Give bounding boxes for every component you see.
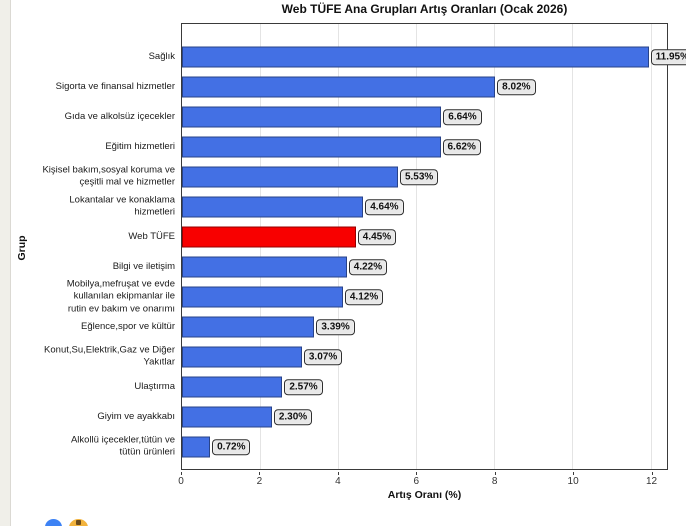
yellow-circle-icon — [69, 519, 88, 526]
left-panel-edge — [0, 0, 11, 526]
bar — [182, 256, 347, 278]
x-tick-label: 8 — [491, 476, 498, 487]
value-label: 6.62% — [442, 139, 481, 155]
category-label: Konut,Su,Elektrik,Gaz ve Diğer Yakıtlar — [44, 344, 175, 368]
category-label: Eğlence,spor ve kültür — [81, 320, 175, 332]
bar — [182, 76, 496, 98]
x-axis: 0 2 4 6 8 10 12 — [178, 470, 668, 490]
value-label: 4.12% — [344, 289, 384, 305]
plot-area: Sağlık 11.95% Sigorta ve finansal hizmetle… — [42, 23, 686, 470]
category-label: Kişisel bakım,sosyal koruma ve çeşitli m… — [42, 164, 175, 188]
x-tick-mark — [494, 471, 496, 475]
x-tick-mark — [573, 471, 575, 475]
value-label: 3.39% — [316, 319, 355, 335]
bar — [182, 406, 272, 428]
blue-circle-icon — [45, 519, 62, 526]
bar — [182, 226, 356, 248]
chart-title: Web TÜFE Ana Grupları Artış Oranları (Oc… — [281, 2, 568, 16]
x-tick-mark — [337, 471, 339, 475]
value-label: 0.72% — [212, 439, 251, 455]
bar — [182, 316, 315, 338]
yellow-icon-notch — [76, 520, 81, 525]
category-label: Mobilya,mefruşat ve evde kullanılan ekip… — [66, 278, 175, 315]
x-tick-label: 12 — [645, 476, 658, 487]
bar — [182, 196, 364, 218]
x-tick-label: 10 — [567, 476, 579, 487]
category-label: Alkollü içecekler,tütün ve tütün ürünler… — [70, 434, 175, 458]
value-label: 8.02% — [497, 79, 536, 95]
x-tick-mark — [259, 471, 261, 475]
category-label: Eğitim hizmetleri — [105, 140, 175, 152]
x-tick-label: 0 — [178, 476, 184, 487]
category-label: Ulaştırma — [134, 380, 175, 392]
x-tick-mark — [181, 471, 182, 475]
value-label: 5.53% — [399, 169, 439, 185]
value-label: 11.95% — [650, 49, 686, 65]
bar — [182, 376, 283, 398]
bar — [182, 106, 442, 128]
gridline — [416, 24, 418, 469]
category-label: Sağlık — [148, 50, 175, 62]
x-tick-mark — [651, 471, 653, 475]
value-label: 2.30% — [273, 409, 313, 425]
bar — [182, 46, 649, 68]
value-label: 4.45% — [357, 229, 397, 245]
bar — [182, 436, 211, 458]
value-label: 3.07% — [303, 349, 343, 365]
bar — [182, 166, 398, 188]
x-tick-label: 2 — [256, 476, 263, 487]
bar — [182, 286, 343, 308]
x-tick-label: 4 — [335, 476, 341, 487]
category-label: Web TÜFE — [128, 230, 175, 242]
category-label: Giyim ve ayakkabı — [97, 410, 175, 422]
value-label: 2.57% — [284, 379, 323, 395]
category-label: Bilgi ve iletişim — [112, 260, 175, 272]
bar — [182, 346, 302, 368]
category-label: Gıda ve alkolsüz içecekler — [64, 110, 175, 122]
gridline — [572, 24, 574, 469]
category-label: Sigorta ve finansal hizmetler — [55, 80, 175, 92]
category-label: Lokantalar ve konaklama hizmetleri — [69, 194, 175, 218]
x-axis-label: Artış Oranı (%) — [387, 489, 462, 501]
x-tick-mark — [416, 471, 418, 475]
bar — [182, 136, 441, 158]
x-tick-label: 6 — [413, 476, 420, 487]
value-label: 6.64% — [443, 109, 482, 125]
value-label: 4.22% — [348, 259, 388, 275]
gridline — [650, 24, 652, 469]
value-label: 4.64% — [365, 199, 404, 215]
gridline — [494, 24, 496, 469]
